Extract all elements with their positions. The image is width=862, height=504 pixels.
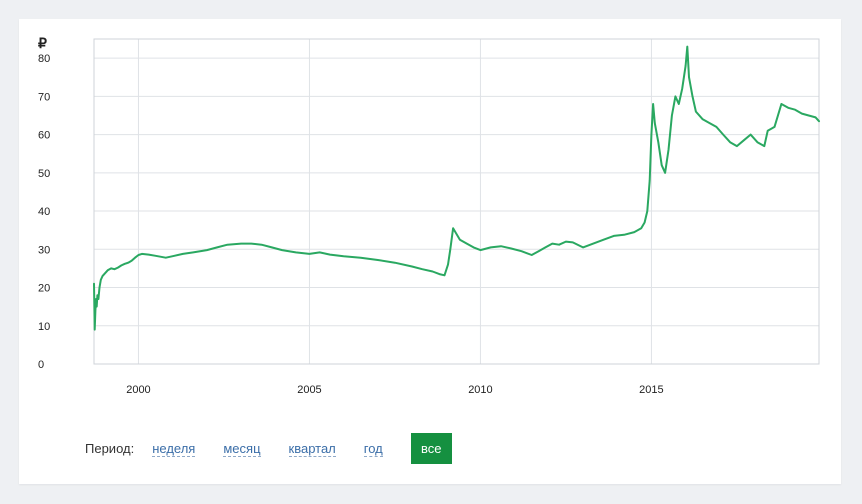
period-month-link[interactable]: месяц bbox=[223, 440, 261, 457]
x-tick-label: 2005 bbox=[297, 384, 321, 396]
period-label: Период: bbox=[85, 441, 135, 456]
period-selector: Период: неделя месяц квартал год все bbox=[85, 433, 452, 464]
y-tick-label: 40 bbox=[38, 206, 50, 218]
gridlines bbox=[94, 39, 819, 364]
y-tick-label: 10 bbox=[38, 321, 50, 333]
y-tick-label: 0 bbox=[38, 359, 44, 371]
x-tick-label: 2015 bbox=[639, 384, 663, 396]
y-tick-labels: 0 10 20 30 40 50 60 70 80 bbox=[38, 53, 50, 371]
chart-card: ₽ 0 10 20 30 40 50 60 70 80 2000 2005 2010 2015 Пер… bbox=[19, 19, 841, 484]
period-all-button[interactable]: все bbox=[410, 433, 452, 464]
price-chart: ₽ 0 10 20 30 40 50 60 70 80 2000 2005 2010 2015 bbox=[38, 35, 820, 396]
x-tick-label: 2000 bbox=[126, 384, 150, 396]
period-week-link[interactable]: неделя bbox=[152, 440, 196, 457]
y-tick-label: 60 bbox=[38, 130, 50, 142]
x-tick-labels: 2000 2005 2010 2015 bbox=[126, 384, 663, 396]
y-tick-label: 20 bbox=[38, 283, 50, 295]
y-tick-label: 30 bbox=[38, 244, 50, 256]
currency-symbol: ₽ bbox=[38, 35, 47, 51]
x-tick-label: 2010 bbox=[468, 384, 492, 396]
period-quarter-link[interactable]: квартал bbox=[288, 440, 336, 457]
y-tick-label: 50 bbox=[38, 168, 50, 180]
price-line bbox=[93, 45, 820, 331]
y-tick-label: 70 bbox=[38, 91, 50, 103]
period-year-link[interactable]: год bbox=[363, 440, 383, 457]
y-tick-label: 80 bbox=[38, 53, 50, 65]
plot-frame bbox=[93, 38, 820, 365]
